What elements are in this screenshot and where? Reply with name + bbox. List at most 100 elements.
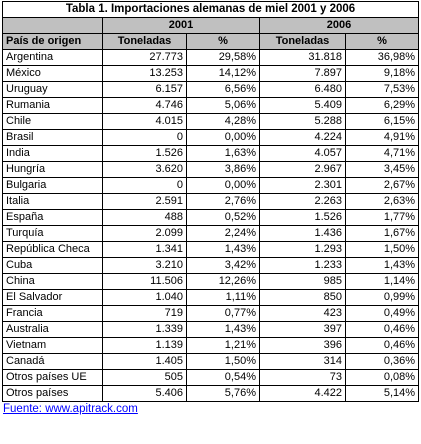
pct-2006-cell: 0,46% xyxy=(344,321,420,338)
pct-2001-cell: 14,12% xyxy=(186,65,260,82)
country-cell: Uruguay xyxy=(2,81,103,98)
table-title: Tabla 1. Importaciones alemanas de miel … xyxy=(1,1,420,18)
tonnes-2001-cell: 27.773 xyxy=(102,49,187,66)
tonnes-2001-cell: 4.015 xyxy=(102,113,187,130)
tonnes-2006-cell: 2.263 xyxy=(259,193,346,210)
tonnes-2006-cell: 4.057 xyxy=(259,145,346,162)
table-row: Australia 1.339 1,43% 397 0,46% xyxy=(2,321,420,338)
tonnes-2001-cell: 0 xyxy=(102,129,187,146)
country-cell: Argentina xyxy=(2,49,103,66)
table-row: Rumania 4.746 5,06% 5.409 6,29% xyxy=(2,97,420,114)
tonnes-2001-cell: 5.406 xyxy=(102,385,187,402)
pct-2001-cell: 29,58% xyxy=(186,49,260,66)
table-row: República Checa 1.341 1,43% 1.293 1,50% xyxy=(2,241,420,258)
tonnes-2006-header: Toneladas xyxy=(259,33,346,50)
tonnes-2006-cell: 985 xyxy=(259,273,346,290)
table-row: Otros países 5.406 5,76% 4.422 5,14% xyxy=(2,385,420,402)
pct-2001-cell: 0,00% xyxy=(186,129,260,146)
pct-2006-cell: 9,18% xyxy=(344,65,420,82)
pct-2006-cell: 0,08% xyxy=(344,369,420,386)
tonnes-2006-cell: 5.288 xyxy=(259,113,346,130)
pct-2006-cell: 1,77% xyxy=(344,209,420,226)
pct-2001-cell: 1,50% xyxy=(186,353,260,370)
pct-2006-cell: 0,99% xyxy=(344,289,420,306)
table-row: Argentina 27.773 29,58% 31.818 36,98% xyxy=(2,49,420,66)
tonnes-2006-cell: 2.301 xyxy=(259,177,346,194)
table-row: España 488 0,52% 1.526 1,77% xyxy=(2,209,420,226)
table-row: Chile 4.015 4,28% 5.288 6,15% xyxy=(2,113,420,130)
table-body: Argentina 27.773 29,58% 31.818 36,98% México 1… xyxy=(2,49,420,402)
tonnes-2006-cell: 423 xyxy=(259,305,346,322)
table-row: Cuba 3.210 3,42% 1.233 1,43% xyxy=(2,257,420,274)
country-cell: El Salvador xyxy=(2,289,103,306)
pct-2006-cell: 36,98% xyxy=(344,49,420,66)
pct-2001-cell: 1,43% xyxy=(186,241,260,258)
pct-2001-cell: 4,28% xyxy=(186,113,260,130)
honey-imports-table: Tabla 1. Importaciones alemanas de miel … xyxy=(1,1,420,402)
pct-2006-cell: 0,46% xyxy=(344,337,420,354)
tonnes-2001-cell: 2.591 xyxy=(102,193,187,210)
tonnes-2006-cell: 2.967 xyxy=(259,161,346,178)
pct-2001-cell: 12,26% xyxy=(186,273,260,290)
tonnes-2006-cell: 4.422 xyxy=(259,385,346,402)
pct-2001-cell: 2,76% xyxy=(186,193,260,210)
tonnes-2001-cell: 1.341 xyxy=(102,241,187,258)
tonnes-2001-cell: 1.526 xyxy=(102,145,187,162)
pct-2006-cell: 6,29% xyxy=(344,97,420,114)
pct-2006-cell: 1,50% xyxy=(344,241,420,258)
pct-2006-cell: 2,67% xyxy=(344,177,420,194)
tonnes-2001-cell: 1.139 xyxy=(102,337,187,354)
country-cell: Bulgaria xyxy=(2,177,103,194)
pct-2006-cell: 4,71% xyxy=(344,145,420,162)
table-row: Vietnam 1.139 1,21% 396 0,46% xyxy=(2,337,420,354)
tonnes-2001-cell: 3.620 xyxy=(102,161,187,178)
tonnes-2006-cell: 1.293 xyxy=(259,241,346,258)
pct-2001-cell: 1,63% xyxy=(186,145,260,162)
tonnes-2001-cell: 488 xyxy=(102,209,187,226)
tonnes-2001-cell: 1.405 xyxy=(102,353,187,370)
pct-2001-cell: 0,52% xyxy=(186,209,260,226)
source-line: Fuente: www.apitrack.com xyxy=(2,402,418,417)
pct-2006-cell: 0,49% xyxy=(344,305,420,322)
pct-2006-cell: 0,36% xyxy=(344,353,420,370)
pct-2006-cell: 7,53% xyxy=(344,81,420,98)
tonnes-2001-cell: 0 xyxy=(102,177,187,194)
pct-2001-cell: 5,76% xyxy=(186,385,260,402)
tonnes-2006-cell: 73 xyxy=(259,369,346,386)
table-row: El Salvador 1.040 1,11% 850 0,99% xyxy=(2,289,420,306)
pct-2001-cell: 0,77% xyxy=(186,305,260,322)
pct-2001-cell: 2,24% xyxy=(186,225,260,242)
table-row: Uruguay 6.157 6,56% 6.480 7,53% xyxy=(2,81,420,98)
honey-imports-table-container: Tabla 1. Importaciones alemanas de miel … xyxy=(1,1,420,417)
table-row: Brasil 0 0,00% 4.224 4,91% xyxy=(2,129,420,146)
table-row: Canadá 1.405 1,50% 314 0,36% xyxy=(2,353,420,370)
blank-header-cell xyxy=(2,17,103,34)
year-2001-header: 2001 xyxy=(102,17,260,34)
tonnes-2006-cell: 314 xyxy=(259,353,346,370)
country-cell: Vietnam xyxy=(2,337,103,354)
table-row: China 11.506 12,26% 985 1,14% xyxy=(2,273,420,290)
country-cell: Francia xyxy=(2,305,103,322)
tonnes-2001-cell: 505 xyxy=(102,369,187,386)
source-link[interactable]: Fuente: www.apitrack.com xyxy=(3,403,138,415)
tonnes-2006-cell: 7.897 xyxy=(259,65,346,82)
tonnes-2006-cell: 397 xyxy=(259,321,346,338)
table-row: Hungría 3.620 3,86% 2.967 3,45% xyxy=(2,161,420,178)
tonnes-2001-cell: 6.157 xyxy=(102,81,187,98)
year-header-row: 2001 2006 xyxy=(2,17,420,34)
tonnes-2006-cell: 5.409 xyxy=(259,97,346,114)
pct-2006-cell: 3,45% xyxy=(344,161,420,178)
country-cell: Hungría xyxy=(2,161,103,178)
country-cell: Canadá xyxy=(2,353,103,370)
tonnes-2006-cell: 850 xyxy=(259,289,346,306)
pct-2006-cell: 4,91% xyxy=(344,129,420,146)
pct-2001-cell: 3,42% xyxy=(186,257,260,274)
tonnes-2001-header: Toneladas xyxy=(102,33,187,50)
tonnes-2001-cell: 719 xyxy=(102,305,187,322)
pct-2001-cell: 0,54% xyxy=(186,369,260,386)
column-header-row: País de origen Toneladas % Toneladas % xyxy=(2,33,420,50)
tonnes-2001-cell: 11.506 xyxy=(102,273,187,290)
table-row: Otros países UE 505 0,54% 73 0,08% xyxy=(2,369,420,386)
pct-2001-cell: 3,86% xyxy=(186,161,260,178)
tonnes-2006-cell: 4.224 xyxy=(259,129,346,146)
